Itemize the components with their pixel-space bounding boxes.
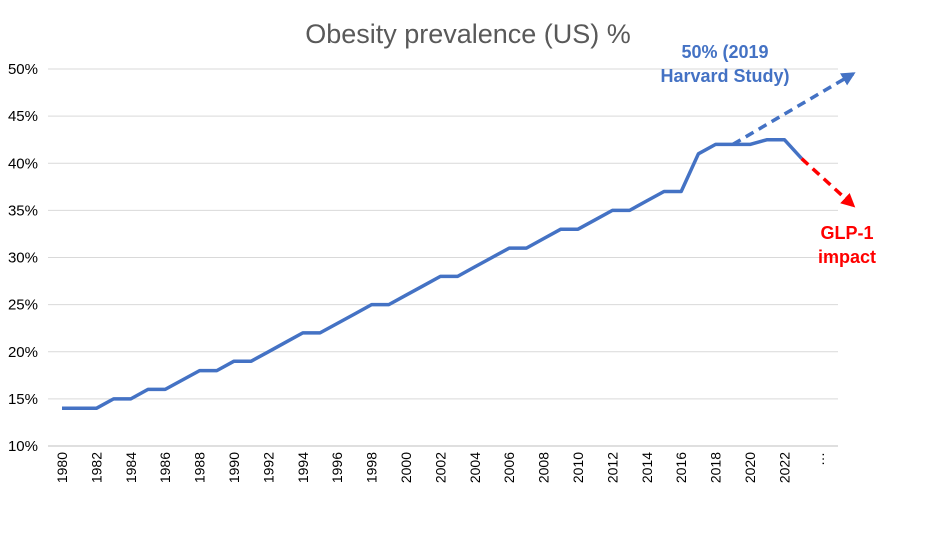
projection-annotations: 50% (2019 Harvard Study) GLP-1 impact (660, 42, 876, 267)
projection-arrows (731, 72, 856, 208)
projection-arrow-harvard (731, 72, 856, 146)
x-tick-label: 2002 (432, 452, 448, 483)
annotation-harvard: 50% (2019 Harvard Study) (660, 42, 789, 86)
x-tick-label: 2010 (570, 452, 586, 483)
y-tick-label: 35% (8, 202, 38, 219)
y-tick-label: 20% (8, 344, 38, 361)
x-tick-label: 1994 (295, 452, 311, 483)
y-axis-ticks: 10% 15% 20% 25% 30% 35% 40% 45% 50% (8, 61, 38, 455)
x-tick-label: 2006 (501, 452, 517, 483)
x-axis-ticks: 1980 1982 1984 1986 1988 1990 1992 1994 1996 1998… (54, 452, 827, 483)
y-tick-label: 40% (8, 155, 38, 172)
x-tick-label: 1986 (157, 452, 173, 483)
x-tick-label: 2004 (467, 452, 483, 483)
x-tick-label: … (811, 452, 827, 466)
x-tick-label: 1982 (88, 452, 104, 483)
annotation-line: GLP-1 (820, 223, 873, 243)
y-tick-label: 15% (8, 391, 38, 408)
series-line-obesity (62, 137, 803, 411)
x-tick-label: 2016 (673, 452, 689, 483)
x-tick-label: 1990 (226, 452, 242, 483)
x-tick-label: 1988 (192, 452, 208, 483)
y-tick-label: 45% (8, 108, 38, 125)
x-tick-label: 1984 (123, 452, 139, 483)
projection-arrow-glp1 (800, 157, 856, 208)
y-tick-label: 30% (8, 250, 38, 267)
y-tick-label: 50% (8, 61, 38, 78)
chart-title: Obesity prevalence (US) % (305, 19, 631, 49)
annotation-line: Harvard Study) (660, 66, 789, 86)
x-tick-label: 2014 (639, 452, 655, 483)
annotation-glp1: GLP-1 impact (818, 223, 876, 267)
x-tick-label: 1998 (364, 452, 380, 483)
x-tick-label: 2000 (398, 452, 414, 483)
y-tick-label: 25% (8, 297, 38, 314)
x-tick-label: 2020 (742, 452, 758, 483)
x-tick-label: 1996 (329, 452, 345, 483)
x-tick-label: 1980 (54, 452, 70, 483)
gridlines (48, 68, 838, 447)
x-tick-label: 2008 (536, 452, 552, 483)
x-tick-label: 2018 (708, 452, 724, 483)
annotation-line: 50% (2019 (681, 42, 768, 62)
x-tick-label: 1992 (260, 452, 276, 483)
x-tick-label: 2012 (604, 452, 620, 483)
y-tick-label: 10% (8, 438, 38, 455)
x-tick-label: 2022 (776, 452, 792, 483)
annotation-line: impact (818, 247, 876, 267)
